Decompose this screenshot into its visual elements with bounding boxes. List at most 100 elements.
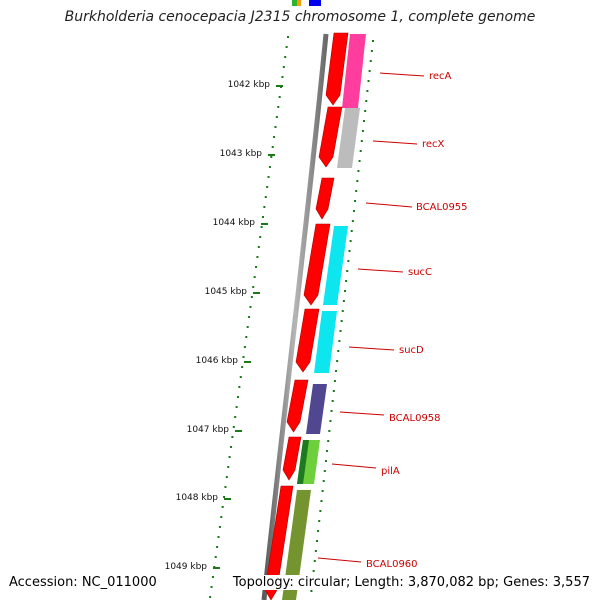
tick-dot <box>259 236 262 238</box>
tick-dot <box>257 246 260 248</box>
tick-dot <box>321 490 324 492</box>
tick-dot <box>261 216 264 218</box>
gene-arrow <box>282 436 302 481</box>
tick-dot <box>234 416 237 418</box>
tick-dot <box>268 166 271 168</box>
tick-dot <box>218 526 221 528</box>
tick-dot <box>255 266 258 268</box>
tick-dot <box>335 370 338 372</box>
tick-dot <box>245 336 248 338</box>
gene-category-bar <box>314 311 337 373</box>
gene-label-leader <box>317 557 362 563</box>
tick-dot <box>312 570 315 572</box>
gene-label: BCAL0955 <box>416 202 468 213</box>
tick-dot <box>354 200 357 202</box>
tick-dot <box>227 466 230 468</box>
scale-tick <box>253 292 260 294</box>
tick-dot <box>264 196 267 198</box>
gene-category-bar <box>337 108 360 168</box>
tick-dot <box>361 130 364 132</box>
tick-dot <box>341 310 344 312</box>
gene-label-leader <box>365 202 413 208</box>
tick-dot <box>370 50 373 52</box>
topology-text: Topology: circular; Length: 3,870,082 bp… <box>230 575 592 590</box>
gene-arrow <box>318 106 343 168</box>
tick-dot <box>323 470 326 472</box>
tick-dot <box>328 430 331 432</box>
tick-dot <box>231 436 234 438</box>
tick-dot <box>230 446 233 448</box>
gene-arrow <box>315 177 335 220</box>
tick-dot <box>210 586 213 588</box>
tick-dot <box>217 536 220 538</box>
gene-category-bar <box>323 226 348 305</box>
tick-dot <box>235 406 238 408</box>
tick-dot <box>281 76 284 78</box>
tick-dot <box>246 326 249 328</box>
genome-backbone <box>261 33 329 601</box>
tick-dot <box>359 150 362 152</box>
tick-dot <box>355 190 358 192</box>
scale-label: 1045 kbp <box>205 287 248 297</box>
tick-dot <box>260 226 263 228</box>
tick-dot <box>363 120 366 122</box>
tick-dot <box>368 70 371 72</box>
scale-tick <box>276 85 283 87</box>
gene-label: pilA <box>381 466 400 477</box>
scale-label: 1046 kbp <box>196 356 239 366</box>
tick-dot <box>252 286 255 288</box>
tick-dot <box>228 456 231 458</box>
gene-label: BCAL0960 <box>366 559 418 570</box>
tick-dot <box>239 376 242 378</box>
tick-dot <box>223 496 226 498</box>
tick-dot <box>340 320 343 322</box>
tick-dot <box>242 356 245 358</box>
tick-dot <box>337 350 340 352</box>
tick-dot <box>256 256 259 258</box>
gene-label-leader <box>348 346 395 351</box>
tick-dot <box>360 140 363 142</box>
tick-dot <box>248 316 251 318</box>
scale-tick <box>268 154 275 156</box>
tick-dot <box>284 56 287 58</box>
gene-label-leader <box>357 268 404 273</box>
tick-dot <box>331 400 334 402</box>
tick-dot <box>316 540 318 542</box>
tick-dot <box>314 550 317 552</box>
tick-dot <box>285 46 288 48</box>
gene-label: sucD <box>399 345 424 356</box>
scale-tick <box>213 567 220 569</box>
tick-dot <box>243 346 246 348</box>
tick-dot <box>345 280 348 282</box>
tick-dot <box>318 520 321 522</box>
scale-tick <box>224 498 231 500</box>
tick-dot <box>275 116 278 118</box>
tick-dot <box>282 66 285 68</box>
accession-text: Accession: NC_011000 <box>7 575 159 590</box>
tick-dot <box>225 476 228 478</box>
tick-dot <box>241 366 244 368</box>
tick-dot <box>326 450 329 452</box>
scale-tick <box>261 223 268 225</box>
tick-dot <box>278 96 281 98</box>
tick-dot <box>236 396 239 398</box>
tick-dot <box>357 170 360 172</box>
tick-dot <box>350 230 353 232</box>
tick-dot <box>287 36 289 38</box>
tick-dot <box>342 300 345 302</box>
tick-dot <box>224 486 227 488</box>
tick-dot <box>338 340 341 342</box>
tick-dot <box>348 250 351 252</box>
tick-dot <box>330 410 333 412</box>
tick-dot <box>249 306 252 308</box>
gene-category-bar <box>306 384 327 434</box>
tick-dot <box>365 100 368 102</box>
scale-label: 1048 kbp <box>176 493 219 503</box>
gene-labels: recA recX BCAL0955 sucC sucD BCAL0958 pilA BCAL… <box>317 71 468 570</box>
genome-title: Burkholderia cenocepacia J2315 chromosom… <box>64 9 536 25</box>
tick-dot <box>232 426 235 428</box>
scale-label: 1042 kbp <box>228 80 271 90</box>
tick-dot <box>327 440 330 442</box>
